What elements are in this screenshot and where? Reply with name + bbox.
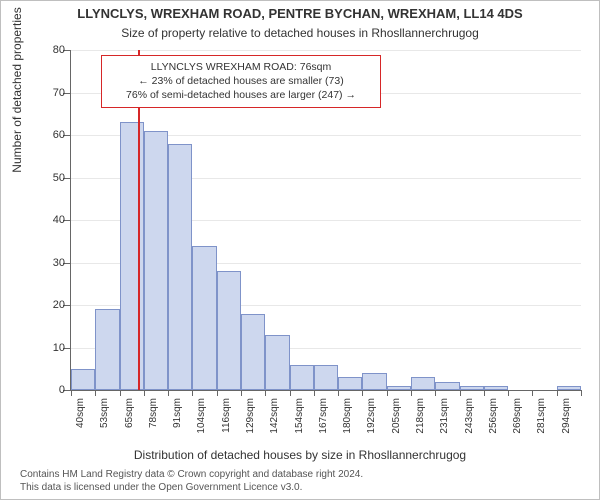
y-tick-label: 0 [25,384,65,396]
x-tick [71,390,72,396]
histogram-bar [290,365,314,391]
annotation-line-3: 76% of semi-detached houses are larger (… [110,88,372,102]
histogram-bar [484,386,508,390]
footer-line-1: Contains HM Land Registry data © Crown c… [20,468,363,481]
x-tick [508,390,509,396]
x-tick [192,390,193,396]
plot-area: 0102030405060708040sqm53sqm65sqm78sqm91s… [70,50,581,391]
x-tick [532,390,533,396]
x-tick [241,390,242,396]
x-tick [411,390,412,396]
y-tick-label: 40 [25,214,65,226]
histogram-bar [387,386,411,390]
y-tick-label: 20 [25,299,65,311]
histogram-bar [557,386,581,390]
y-tick-label: 50 [25,172,65,184]
x-tick [435,390,436,396]
x-axis-title: Distribution of detached houses by size … [0,448,600,462]
histogram-bar [411,377,435,390]
y-tick-label: 30 [25,257,65,269]
chart-title: LLYNCLYS, WREXHAM ROAD, PENTRE BYCHAN, W… [0,6,600,21]
histogram-bar [338,377,362,390]
x-tick [120,390,121,396]
histogram-bar [95,309,119,390]
x-tick [387,390,388,396]
x-tick [265,390,266,396]
histogram-bar [362,373,386,390]
y-gridline [71,50,581,51]
y-tick-label: 60 [25,129,65,141]
x-tick [144,390,145,396]
histogram-bar [435,382,459,391]
y-tick-label: 80 [25,44,65,56]
histogram-bar [168,144,192,391]
footer-attribution: Contains HM Land Registry data © Crown c… [20,468,363,494]
annotation-box: LLYNCLYS WREXHAM ROAD: 76sqm← 23% of det… [101,55,381,108]
x-tick [484,390,485,396]
annotation-line-1: LLYNCLYS WREXHAM ROAD: 76sqm [110,60,372,74]
x-tick [314,390,315,396]
histogram-bar [71,369,95,390]
histogram-bar [192,246,216,391]
histogram-bar [314,365,338,391]
x-tick [362,390,363,396]
footer-line-2: This data is licensed under the Open Gov… [20,481,363,494]
x-tick [217,390,218,396]
y-axis-title: Number of detached properties [10,0,24,220]
chart-subtitle: Size of property relative to detached ho… [0,26,600,40]
x-tick [460,390,461,396]
annotation-line-2: ← 23% of detached houses are smaller (73… [110,74,372,88]
histogram-bar [144,131,168,390]
histogram-bar [217,271,241,390]
y-tick-label: 10 [25,342,65,354]
x-tick [290,390,291,396]
histogram-bar [460,386,484,390]
x-tick [581,390,582,396]
x-tick [168,390,169,396]
x-tick [95,390,96,396]
histogram-bar [265,335,289,390]
y-tick-label: 70 [25,87,65,99]
histogram-bar [241,314,265,391]
x-tick [338,390,339,396]
x-tick [557,390,558,396]
